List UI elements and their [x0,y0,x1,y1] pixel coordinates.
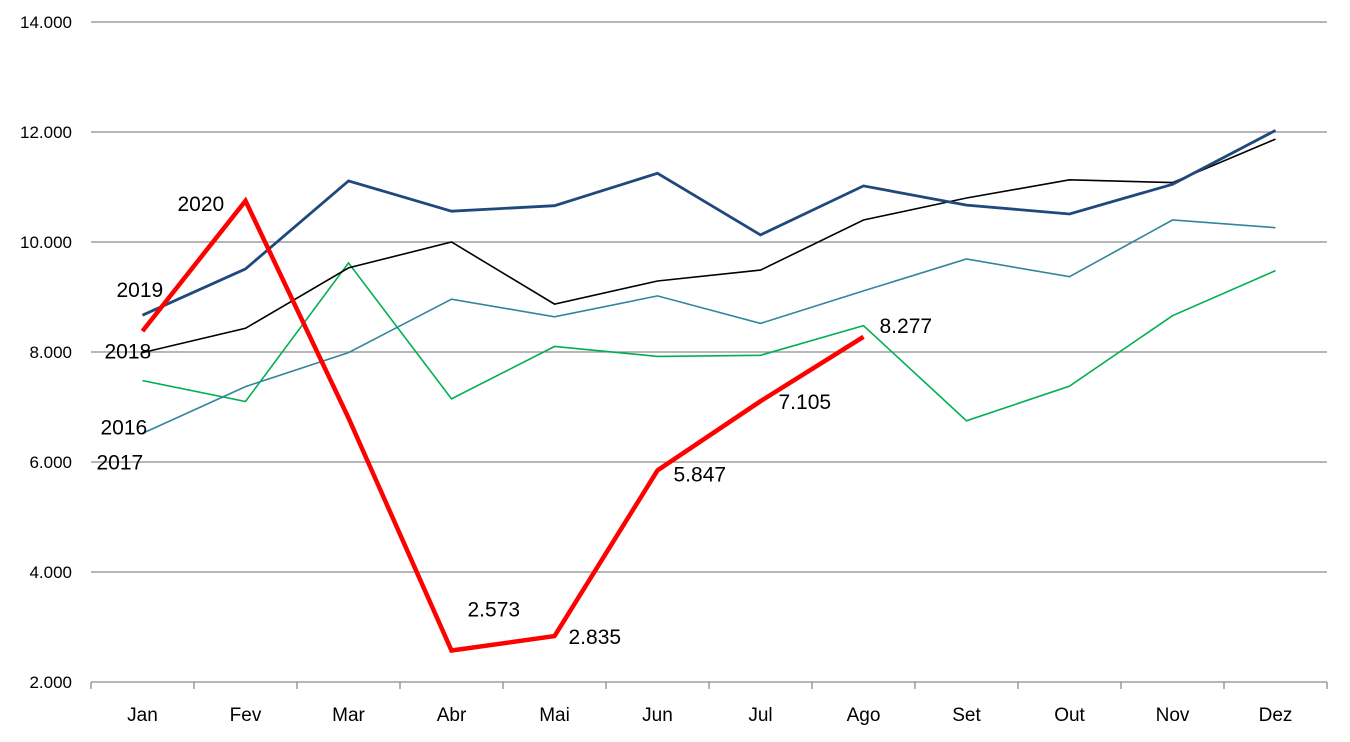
series-line-2017 [142,219,1276,435]
data-label: 7.105 [779,391,832,414]
y-tick-label: 8.000 [29,343,72,362]
x-tick-label: Jul [748,705,772,726]
annotations: 2019 2018 2016 2017 2020 2.573 2.835 5.847 7.105… [97,193,933,649]
data-label: 2019 [117,279,164,302]
x-tick-label: Fev [230,705,262,726]
y-tick-label: 10.000 [20,233,72,252]
data-label: 2.573 [468,598,521,621]
series-lines [140,129,1277,653]
y-tick-label: 6.000 [29,453,72,472]
data-label: 2.835 [569,626,622,649]
data-label: 2018 [105,341,152,364]
x-tick-label: Nov [1156,705,1190,726]
series-line-2016 [142,261,1276,422]
y-axis: 2.000 4.000 6.000 8.000 10.000 12.000 14.000 [20,13,72,692]
y-tick-label: 12.000 [20,123,72,142]
x-tick-label: Mai [539,705,570,726]
data-label: 2020 [178,193,225,216]
data-label: 8.277 [880,315,933,338]
y-tick-label: 14.000 [20,13,72,32]
series-line-2018 [142,138,1276,354]
x-tick-label: Jun [642,705,673,726]
series-line-2020 [140,196,865,653]
x-tick-label: Mar [332,705,365,726]
data-label: 5.847 [674,463,727,486]
x-tick-label: Dez [1259,705,1293,726]
data-label: 2017 [97,451,144,474]
y-tick-label: 2.000 [29,673,72,692]
data-label: 2016 [101,417,148,440]
y-tick-label: 4.000 [29,563,72,582]
x-tick-label: Set [952,705,981,726]
x-tick-label: Ago [847,705,881,726]
gridlines [91,21,1327,683]
x-tick-label: Jan [127,705,158,726]
x-tick-label: Out [1054,705,1085,726]
series-line-2019 [141,129,1277,317]
x-axis: Jan Fev Mar Abr Mai Jun Jul Ago Set Out Nov Dez [90,682,1328,726]
x-tick-label: Abr [437,705,467,726]
